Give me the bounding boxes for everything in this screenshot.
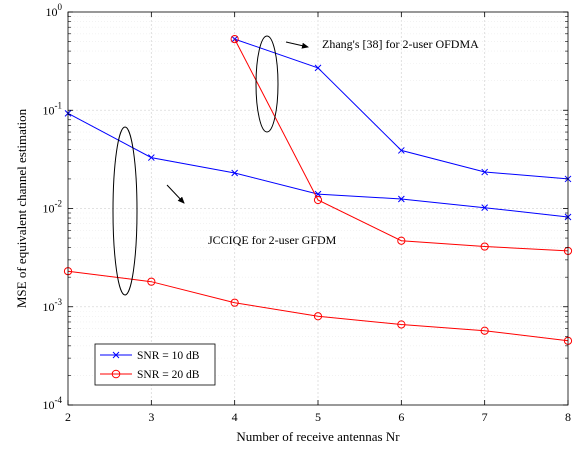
- jccique-arrow: [166, 184, 185, 204]
- data-point-x: [397, 147, 405, 154]
- y-tick-label: 10-3: [43, 297, 63, 314]
- marker-stroke: [397, 195, 405, 203]
- x-tick-label: 4: [232, 410, 238, 424]
- data-point-circle: [230, 298, 239, 307]
- zhang-annotation: Zhang's [38] for 2-user OFDMA: [322, 37, 479, 51]
- series-line: [234, 38, 569, 252]
- y-axis-label: MSE of equivalent channel estimation: [14, 108, 29, 308]
- x-axis-label: Number of receive antennas Nr: [236, 429, 400, 444]
- marker-stroke: [397, 147, 405, 154]
- legend-label-snr20: SNR = 20 dB: [137, 369, 200, 381]
- data-point-circle: [480, 242, 489, 251]
- marker-stroke: [481, 168, 489, 176]
- legend: SNR = 10 dB SNR = 20 dB: [94, 343, 216, 386]
- legend-marker-snr20: [111, 369, 121, 379]
- data-series: [63, 34, 573, 345]
- marker-stroke: [231, 169, 239, 177]
- zhang-arrow: [285, 41, 309, 49]
- legend-label-snr10: SNR = 10 dB: [137, 350, 200, 362]
- marker-stroke: [481, 204, 489, 212]
- data-point-x: [231, 35, 239, 43]
- y-tick-label: 10-4: [43, 395, 63, 412]
- data-point-circle: [313, 312, 323, 321]
- axis-ticks: 2 3 4 5 6 7 8 10-4 10-3 10-2 10-1 100: [43, 2, 572, 424]
- x-tick-label: 3: [148, 410, 154, 424]
- y-tick-label: 100: [46, 2, 63, 19]
- annotations: Zhang's [38] for 2-user OFDMA JCCIQE for…: [112, 35, 479, 296]
- data-point-circle: [230, 34, 239, 44]
- x-tick-label: 7: [482, 410, 488, 424]
- data-point-circle: [147, 277, 156, 286]
- data-point-x: [147, 154, 155, 161]
- y-tick-label: 10-1: [43, 100, 63, 117]
- data-point-circle: [313, 195, 323, 205]
- data-point-x: [397, 195, 405, 203]
- data-point-x: [231, 169, 239, 177]
- x-tick-label: 6: [398, 410, 404, 424]
- x-tick-label: 5: [315, 410, 321, 424]
- series-line: [67, 270, 569, 342]
- jccique-annotation: JCCIQE for 2-user GFDM: [208, 233, 337, 247]
- data-point-x: [314, 64, 322, 72]
- y-tick-label: 10-2: [43, 199, 63, 216]
- x-tick-label: 2: [65, 410, 71, 424]
- x-tick-label: 8: [565, 410, 571, 424]
- data-point-x: [481, 204, 489, 212]
- marker-stroke: [314, 64, 322, 72]
- marker-stroke: [231, 35, 239, 43]
- jccique-group-ellipse: [112, 126, 138, 296]
- zhang-group-ellipse: [255, 35, 279, 133]
- data-point-circle: [397, 320, 406, 329]
- data-point-circle: [397, 236, 406, 245]
- marker-stroke: [147, 154, 155, 161]
- data-point-circle: [480, 326, 489, 335]
- legend-marker-snr10: [112, 351, 120, 359]
- data-point-x: [481, 168, 489, 176]
